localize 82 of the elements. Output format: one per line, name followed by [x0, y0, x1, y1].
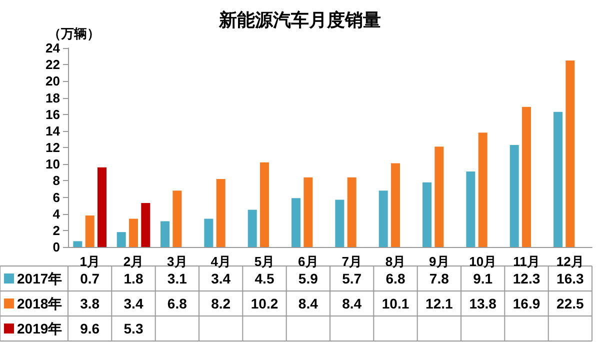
- bar: [466, 172, 476, 247]
- data-label: 7.8: [429, 270, 450, 286]
- bar: [391, 163, 400, 247]
- data-label: 8.2: [211, 296, 231, 312]
- bar: [554, 112, 563, 247]
- data-label: 3.1: [167, 270, 188, 286]
- y-tick-label: 22: [46, 57, 60, 72]
- x-tick-label: 8月: [385, 254, 406, 269]
- y-tick-label: 4: [52, 206, 61, 222]
- y-tick-label: 20: [46, 74, 60, 89]
- x-tick-label: 7月: [342, 254, 362, 269]
- chart-title: 新能源汽车月度销量: [218, 10, 381, 30]
- data-label: 5.7: [342, 270, 362, 286]
- legend-label: 2018年: [17, 296, 62, 312]
- data-label: 12.3: [512, 270, 540, 286]
- bar: [116, 232, 126, 247]
- bar: [478, 132, 488, 247]
- data-label: 3.8: [80, 296, 100, 312]
- x-tick-label: 4月: [210, 254, 231, 269]
- data-label: 0.7: [80, 270, 100, 286]
- x-tick-label: 10月: [469, 254, 497, 269]
- y-tick-label: 12: [46, 140, 60, 155]
- bar: [97, 167, 106, 247]
- data-label: 6.8: [167, 296, 188, 312]
- bar: [292, 198, 301, 247]
- data-label: 5.9: [298, 270, 318, 286]
- data-label: 4.5: [254, 270, 274, 286]
- bar: [248, 210, 257, 247]
- x-tick-label: 6月: [298, 254, 318, 269]
- bar: [335, 200, 344, 247]
- x-tick-label: 3月: [167, 254, 188, 269]
- data-label: 10.2: [250, 296, 278, 312]
- bar: [85, 215, 94, 247]
- x-tick-label: 2月: [123, 254, 144, 269]
- data-label: 9.6: [80, 320, 100, 336]
- y-tick-label: 14: [46, 123, 61, 138]
- bar: [510, 145, 519, 247]
- bar: [160, 221, 170, 247]
- y-tick-label: 16: [46, 106, 60, 122]
- x-tick-label: 11月: [513, 254, 540, 269]
- x-tick-label: 5月: [254, 254, 275, 269]
- y-axis-title: （万辆）: [48, 26, 100, 41]
- y-tick-label: 24: [46, 40, 61, 56]
- data-label: 8.4: [342, 296, 362, 312]
- data-label: 16.3: [556, 270, 584, 286]
- data-label: 3.4: [124, 296, 144, 312]
- y-tick-label: 18: [46, 90, 60, 106]
- bar: [260, 162, 269, 247]
- bar: [172, 190, 182, 247]
- y-tick-label: 0: [52, 240, 60, 254]
- data-label: 9.1: [473, 270, 493, 286]
- bar: [347, 177, 356, 247]
- data-label: 10.1: [382, 296, 410, 312]
- data-label: 13.8: [469, 296, 497, 312]
- data-label: 1.8: [124, 270, 144, 286]
- data-label: 16.9: [512, 296, 540, 312]
- data-label: 5.3: [124, 320, 144, 336]
- bar: [566, 60, 575, 247]
- y-tick-label: 8: [52, 173, 60, 188]
- y-tick-label: 6: [52, 190, 60, 205]
- bar: [216, 179, 226, 247]
- bar: [434, 146, 444, 247]
- y-tick-label: 10: [46, 156, 60, 172]
- bar: [129, 218, 138, 247]
- x-tick-label: 1月: [80, 254, 100, 269]
- data-label: 8.4: [298, 296, 318, 312]
- bar: [204, 218, 214, 247]
- data-label: 6.8: [386, 270, 406, 286]
- bar: [378, 190, 388, 247]
- y-tick-label: 2: [52, 222, 60, 238]
- legend-label: 2019年: [17, 320, 62, 336]
- data-label: 12.1: [426, 296, 454, 312]
- bar: [522, 106, 531, 247]
- data-label: 3.4: [211, 270, 231, 286]
- legend-label: 2017年: [17, 270, 62, 286]
- x-tick-label: 12月: [556, 254, 584, 269]
- data-label: 22.5: [556, 296, 584, 312]
- bar: [304, 177, 313, 247]
- bar: [73, 241, 82, 247]
- x-tick-label: 9月: [429, 254, 450, 269]
- bar: [422, 182, 432, 247]
- bar: [141, 203, 150, 247]
